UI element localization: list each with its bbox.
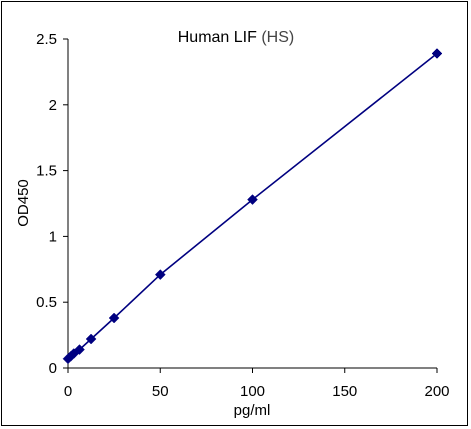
y-tick-label: 0.5 xyxy=(36,294,57,311)
chart-title: Human LIF (HS) xyxy=(178,29,294,46)
data-point xyxy=(85,333,97,345)
data-point xyxy=(431,48,443,59)
data-point xyxy=(74,344,85,355)
data-point xyxy=(247,194,258,205)
axes: 0 0.5 1 1.5 2 2.5 0 50 100 150 200 xyxy=(36,31,449,400)
y-tick-label: 2.5 xyxy=(36,31,57,48)
x-tick-label: 50 xyxy=(152,383,169,400)
x-axis-label: pg/ml xyxy=(234,402,271,419)
x-tick-label: 200 xyxy=(424,383,449,400)
y-tick-label: 1.5 xyxy=(36,163,57,180)
series-line xyxy=(67,52,438,360)
y-tick-label: 2 xyxy=(49,97,57,114)
x-tick-label: 150 xyxy=(332,383,357,400)
data-point xyxy=(108,312,120,324)
chart-title-main: Human LIF xyxy=(178,29,257,46)
x-tick-label: 100 xyxy=(240,383,265,400)
y-tick-label: 0 xyxy=(49,360,57,377)
y-axis-label: OD450 xyxy=(15,179,32,227)
chart-title-suffix: (HS) xyxy=(261,29,294,46)
data-point xyxy=(154,269,166,280)
series-layer xyxy=(62,48,443,365)
x-tick-label: 0 xyxy=(64,383,72,400)
y-tick-label: 1 xyxy=(49,228,57,245)
